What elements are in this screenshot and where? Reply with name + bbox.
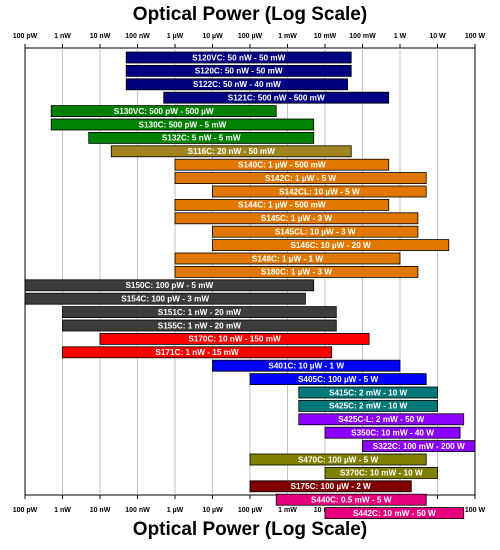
bar [212, 239, 450, 252]
x-tick-label-top: 10 mW [314, 33, 337, 40]
x-tick-label-top: 1 W [394, 33, 407, 40]
bar [125, 65, 352, 77]
bar-label: S440C: 0.5 mW - 5 W [311, 496, 392, 505]
bar [174, 172, 427, 185]
bar [324, 466, 438, 479]
bar-label: S425C-L: 2 mW - 50 W [338, 415, 424, 424]
bar [62, 346, 333, 359]
bar-label: S144C: 1 µW - 500 mW [238, 201, 326, 210]
bar-label: S122C: 50 nW - 40 mW [193, 80, 281, 89]
bar-label: S154C: 100 pW - 3 mW [121, 295, 209, 304]
bar [324, 426, 461, 439]
bar [163, 91, 390, 104]
chart-title: Optical Power (Log Scale) [132, 4, 368, 25]
bar-label: S175C: 100 µW - 2 W [291, 482, 372, 491]
bar [298, 386, 438, 399]
bar-label: S130VC: 500 pW - 500 µW [114, 107, 214, 116]
bar-label: S145CL: 10 µW - 3 W [275, 228, 356, 237]
bar-label: S350C: 10 mW - 40 W [351, 429, 434, 438]
bar [88, 131, 315, 144]
bar-label: S130C: 500 pW - 5 mW [139, 120, 227, 129]
bar-label: S401C: 10 µW - 1 W [268, 362, 344, 371]
bar [125, 78, 348, 91]
bar-label: S322C: 100 mW - 200 W [373, 442, 465, 451]
bar [298, 413, 465, 426]
bar-label: S151C: 1 nW - 20 mW [158, 308, 242, 317]
bar [174, 158, 390, 171]
bar-label: S150C: 100 pW - 5 mW [125, 281, 213, 290]
x-tick-label-top: 100 µW [238, 33, 263, 40]
bar-label: S142CL: 10 µW - 5 W [279, 187, 360, 196]
x-tick-label-top: 10 W [429, 33, 446, 40]
x-tick-label-top: 100 pW [13, 33, 38, 40]
x-tick-label-bottom: 1 µW [167, 507, 184, 514]
x-tick-label-top: 1 µW [167, 33, 184, 40]
bar [174, 265, 419, 278]
bar-label: S120C: 50 nW - 50 mW [195, 67, 283, 76]
bar-label: S405C: 100 µW - 5 W [298, 375, 379, 384]
bar [50, 105, 277, 117]
x-tick-label-bottom: 1 mW [278, 507, 297, 514]
bar [212, 359, 401, 372]
bar [212, 225, 419, 238]
bar [362, 440, 476, 453]
bar [174, 198, 390, 211]
x-tick-label-bottom: 10 µW [202, 507, 223, 514]
bar-label: S171C: 1 nW - 15 mW [155, 348, 239, 357]
bar-label: S370C: 10 mW - 10 W [340, 469, 423, 478]
bar [324, 507, 465, 520]
bar-label: S121C: 500 nW - 500 mW [228, 94, 325, 103]
bar-label: S120VC: 50 nW - 50 mW [192, 53, 286, 62]
x-tick-label-top: 100 W [465, 33, 486, 40]
bar [62, 306, 337, 319]
bar-label: S442C: 10 mW - 50 W [353, 509, 436, 518]
bar [212, 185, 427, 198]
bar-label: S140C: 1 µW - 500 mW [238, 161, 326, 170]
bar-label: S155C: 1 nW - 20 mW [158, 321, 242, 330]
bar [125, 51, 352, 64]
bar-label: S425C: 2 mW - 10 W [329, 402, 408, 411]
bar [174, 252, 401, 265]
x-tick-label-bottom: 10 nW [90, 507, 111, 514]
bar [174, 212, 419, 225]
x-tick-label-bottom: 1 nW [54, 507, 71, 514]
bar-label: S170C: 10 nW - 150 mW [188, 335, 281, 344]
bar-label: S142C: 1 µW - 5 W [265, 174, 336, 183]
bar-label: S148C: 1 µW - 1 W [252, 254, 323, 263]
x-tick-label-bottom: 100 pW [13, 507, 38, 514]
bar [249, 480, 412, 493]
bar-label: S470C: 100 µW - 5 W [298, 455, 379, 464]
bar [249, 373, 427, 386]
bar [50, 118, 315, 131]
bar [24, 279, 315, 292]
bar [24, 292, 306, 305]
bar [110, 145, 352, 158]
x-tick-label-bottom: 100 µW [238, 507, 263, 514]
bar [275, 493, 427, 506]
bar-label: S145C: 1 µW - 3 W [261, 214, 332, 223]
x-tick-label-top: 10 nW [90, 33, 111, 40]
bar [298, 399, 438, 412]
x-tick-label-top: 100 nW [125, 33, 150, 40]
x-tick-label-bottom: 100 nW [125, 507, 150, 514]
bar-label: S146C: 10 µW - 20 W [291, 241, 372, 250]
bar-label: S180C: 1 µW - 3 W [261, 268, 332, 277]
bar [249, 453, 427, 466]
bar-label: S415C: 2 mW - 10 W [329, 388, 408, 397]
x-tick-label-top: 100 mW [349, 33, 376, 40]
bar-label: S116C: 20 nW - 50 mW [188, 147, 276, 156]
x-tick-label-top: 1 mW [278, 33, 297, 40]
x-axis-label: Optical Power (Log Scale) [132, 519, 368, 540]
bar [62, 319, 337, 332]
x-tick-label-top: 10 µW [202, 33, 223, 40]
x-tick-label-bottom: 100 W [465, 507, 486, 514]
bar-label: S132C: 5 nW - 5 mW [162, 134, 241, 143]
bar [99, 332, 370, 345]
x-tick-label-top: 1 nW [54, 33, 71, 40]
